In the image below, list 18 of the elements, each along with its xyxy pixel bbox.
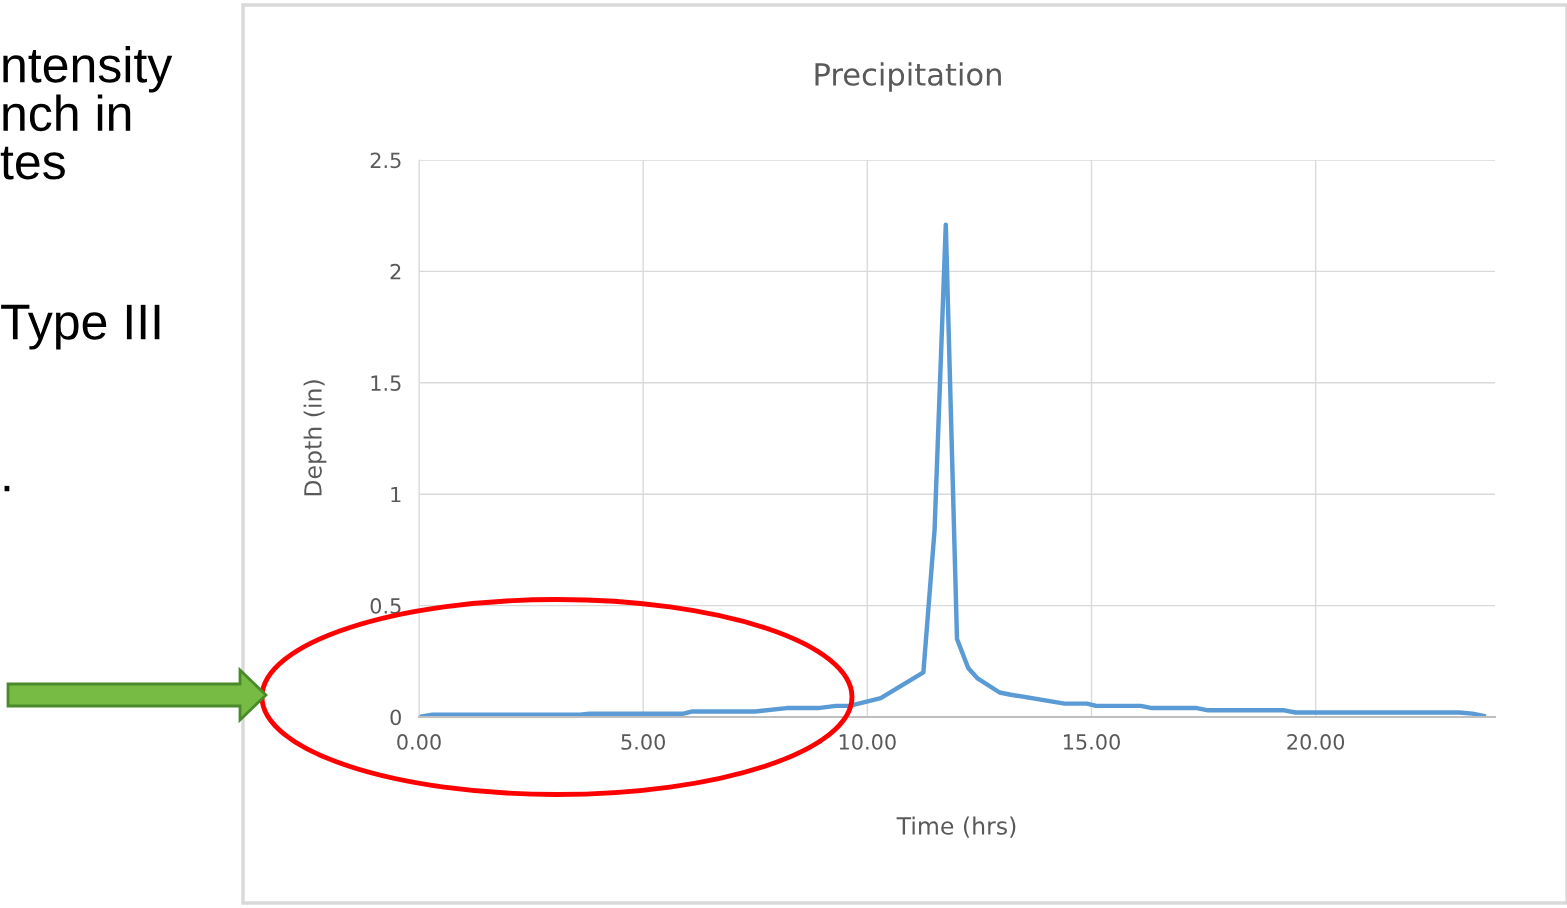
y-tick-label: 1.5 xyxy=(371,375,401,392)
x-tick-label: 0.00 xyxy=(397,734,441,750)
chart-title: Precipitation xyxy=(815,62,1001,92)
text: ntensity nch in tes xyxy=(0,46,173,180)
y-tick-label: 0 xyxy=(390,709,401,726)
y-tick-label: 2.5 xyxy=(370,152,401,169)
x-tick-label: 15.00 xyxy=(1063,734,1120,750)
x-tick-label: 20.00 xyxy=(1287,734,1345,750)
text: . xyxy=(4,485,10,492)
x-axis-title: Time (hrs) xyxy=(896,816,1016,838)
y-tick-label: 0.5 xyxy=(370,598,401,614)
y-tick-label: 2 xyxy=(390,263,401,280)
x-tick-label: 10.00 xyxy=(839,734,896,750)
line-series xyxy=(419,222,1487,717)
y-axis-title: Depth (in) xyxy=(303,380,327,496)
x-tick-label: 5.00 xyxy=(621,734,665,750)
text: Type III xyxy=(1,304,160,350)
y-tick-label: 1 xyxy=(391,486,401,503)
